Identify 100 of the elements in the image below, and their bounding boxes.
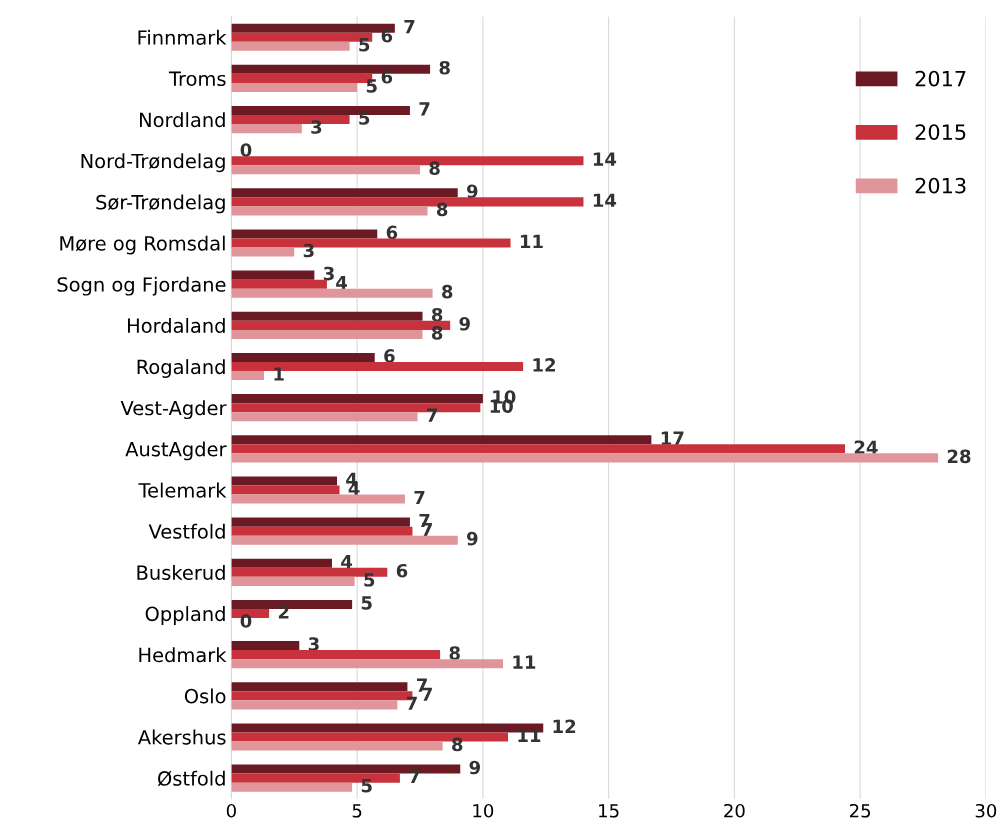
- data-label: 6: [381, 69, 393, 84]
- bar: [231, 526, 413, 536]
- data-label: 4: [336, 276, 348, 290]
- data-label: 9: [467, 184, 478, 199]
- bar: [231, 41, 350, 51]
- bar: [231, 124, 302, 134]
- x-tick-label: 0: [226, 803, 236, 818]
- bar: [231, 371, 265, 381]
- bar: [231, 535, 458, 545]
- legend-label: 2013: [915, 177, 966, 194]
- y-tick-label: Sogn og Fjordane: [57, 276, 226, 296]
- legend-label: 2017: [915, 70, 966, 87]
- data-label: 7: [414, 490, 425, 505]
- bar: [231, 288, 433, 298]
- data-label: 8: [442, 284, 453, 299]
- data-label: 0: [240, 614, 252, 628]
- y-tick-label: Oslo: [184, 688, 226, 704]
- x-tick-label: 30: [975, 803, 997, 818]
- data-label: 8: [431, 307, 443, 322]
- data-label: 3: [323, 266, 334, 281]
- data-label: 8: [449, 646, 460, 660]
- data-label: 17: [661, 431, 684, 445]
- bar: [231, 700, 398, 710]
- data-label: 8: [452, 737, 463, 752]
- data-label: 6: [386, 225, 398, 240]
- y-tick-label: Hordaland: [128, 317, 225, 334]
- data-label: 12: [553, 719, 576, 733]
- data-label: 14: [593, 152, 617, 166]
- x-tick-label: 20: [724, 803, 745, 818]
- data-label: 3: [311, 120, 322, 134]
- data-label: 5: [366, 79, 377, 93]
- data-label: 28: [947, 449, 971, 464]
- bar: [231, 82, 358, 92]
- data-label: 8: [429, 161, 440, 175]
- data-label: 5: [361, 779, 372, 793]
- data-label: 5: [359, 38, 370, 52]
- y-tick-label: Oppland: [145, 606, 225, 625]
- y-tick-label: Nordland: [140, 112, 225, 128]
- x-tick-label: 25: [849, 803, 871, 818]
- y-tick-label: Vestfold: [148, 523, 225, 539]
- bar: [231, 741, 443, 751]
- legend-label: 2015: [915, 124, 966, 140]
- y-tick-label: Telemark: [138, 482, 227, 498]
- y-tick-label: Sør-Trøndelag: [96, 194, 225, 214]
- y-tick-label: Buskerud: [137, 564, 225, 580]
- data-label: 7: [427, 408, 437, 422]
- data-label: 9: [459, 316, 470, 331]
- bar: [231, 229, 378, 239]
- data-label: 9: [469, 760, 480, 775]
- bar: [231, 435, 652, 445]
- bar: [231, 394, 483, 404]
- bar: [231, 476, 338, 486]
- data-label: 11: [520, 234, 543, 249]
- bar: [231, 517, 410, 527]
- y-tick-label: Vest-Agder: [120, 400, 227, 420]
- bar: [231, 444, 846, 454]
- y-tick-label: Finnmark: [138, 29, 227, 45]
- data-label: 6: [384, 349, 395, 363]
- data-label: 2: [278, 605, 289, 619]
- data-label: 8: [431, 325, 443, 340]
- bar: [231, 279, 327, 289]
- y-tick-label: Møre og Romsdal: [60, 235, 225, 255]
- y-tick-label: AustAgder: [125, 441, 227, 461]
- data-label: 14: [593, 193, 617, 207]
- y-tick-label: Østfold: [157, 770, 225, 787]
- bar: [231, 650, 441, 660]
- data-label: 8: [439, 60, 450, 75]
- bar: [231, 641, 300, 651]
- x-tick-label: 10: [473, 803, 494, 818]
- data-label: 11: [513, 655, 536, 669]
- data-label: 3: [303, 243, 314, 258]
- data-label: 0: [240, 143, 252, 157]
- bar: [231, 485, 340, 495]
- data-label: 7: [404, 19, 415, 34]
- y-tick-label: Nord-Trøndelag: [81, 153, 225, 173]
- x-tick-label: 15: [599, 804, 619, 818]
- bar: [231, 682, 408, 692]
- bar: [231, 659, 503, 669]
- bar: [231, 329, 423, 339]
- data-label: 5: [361, 596, 372, 610]
- bar: [231, 311, 423, 321]
- data-label: 7: [406, 696, 417, 710]
- bar: [231, 247, 295, 257]
- bar: [231, 352, 375, 362]
- bar: [231, 165, 420, 175]
- data-label: 8: [436, 202, 448, 217]
- bar: [231, 494, 405, 504]
- y-tick-label: Hedmark: [139, 647, 227, 663]
- y-tick-label: Rogaland: [137, 359, 225, 378]
- bar: [231, 453, 939, 463]
- bar: [231, 558, 332, 568]
- bar: [231, 270, 315, 280]
- data-label: 9: [467, 531, 478, 546]
- y-tick-label: Akershus: [137, 729, 226, 745]
- bar: [231, 412, 418, 422]
- x-tick-label: 5: [352, 804, 362, 818]
- data-label: 4: [341, 555, 353, 569]
- data-label: 7: [419, 102, 430, 116]
- bar: [231, 576, 355, 586]
- data-label: 24: [854, 440, 878, 454]
